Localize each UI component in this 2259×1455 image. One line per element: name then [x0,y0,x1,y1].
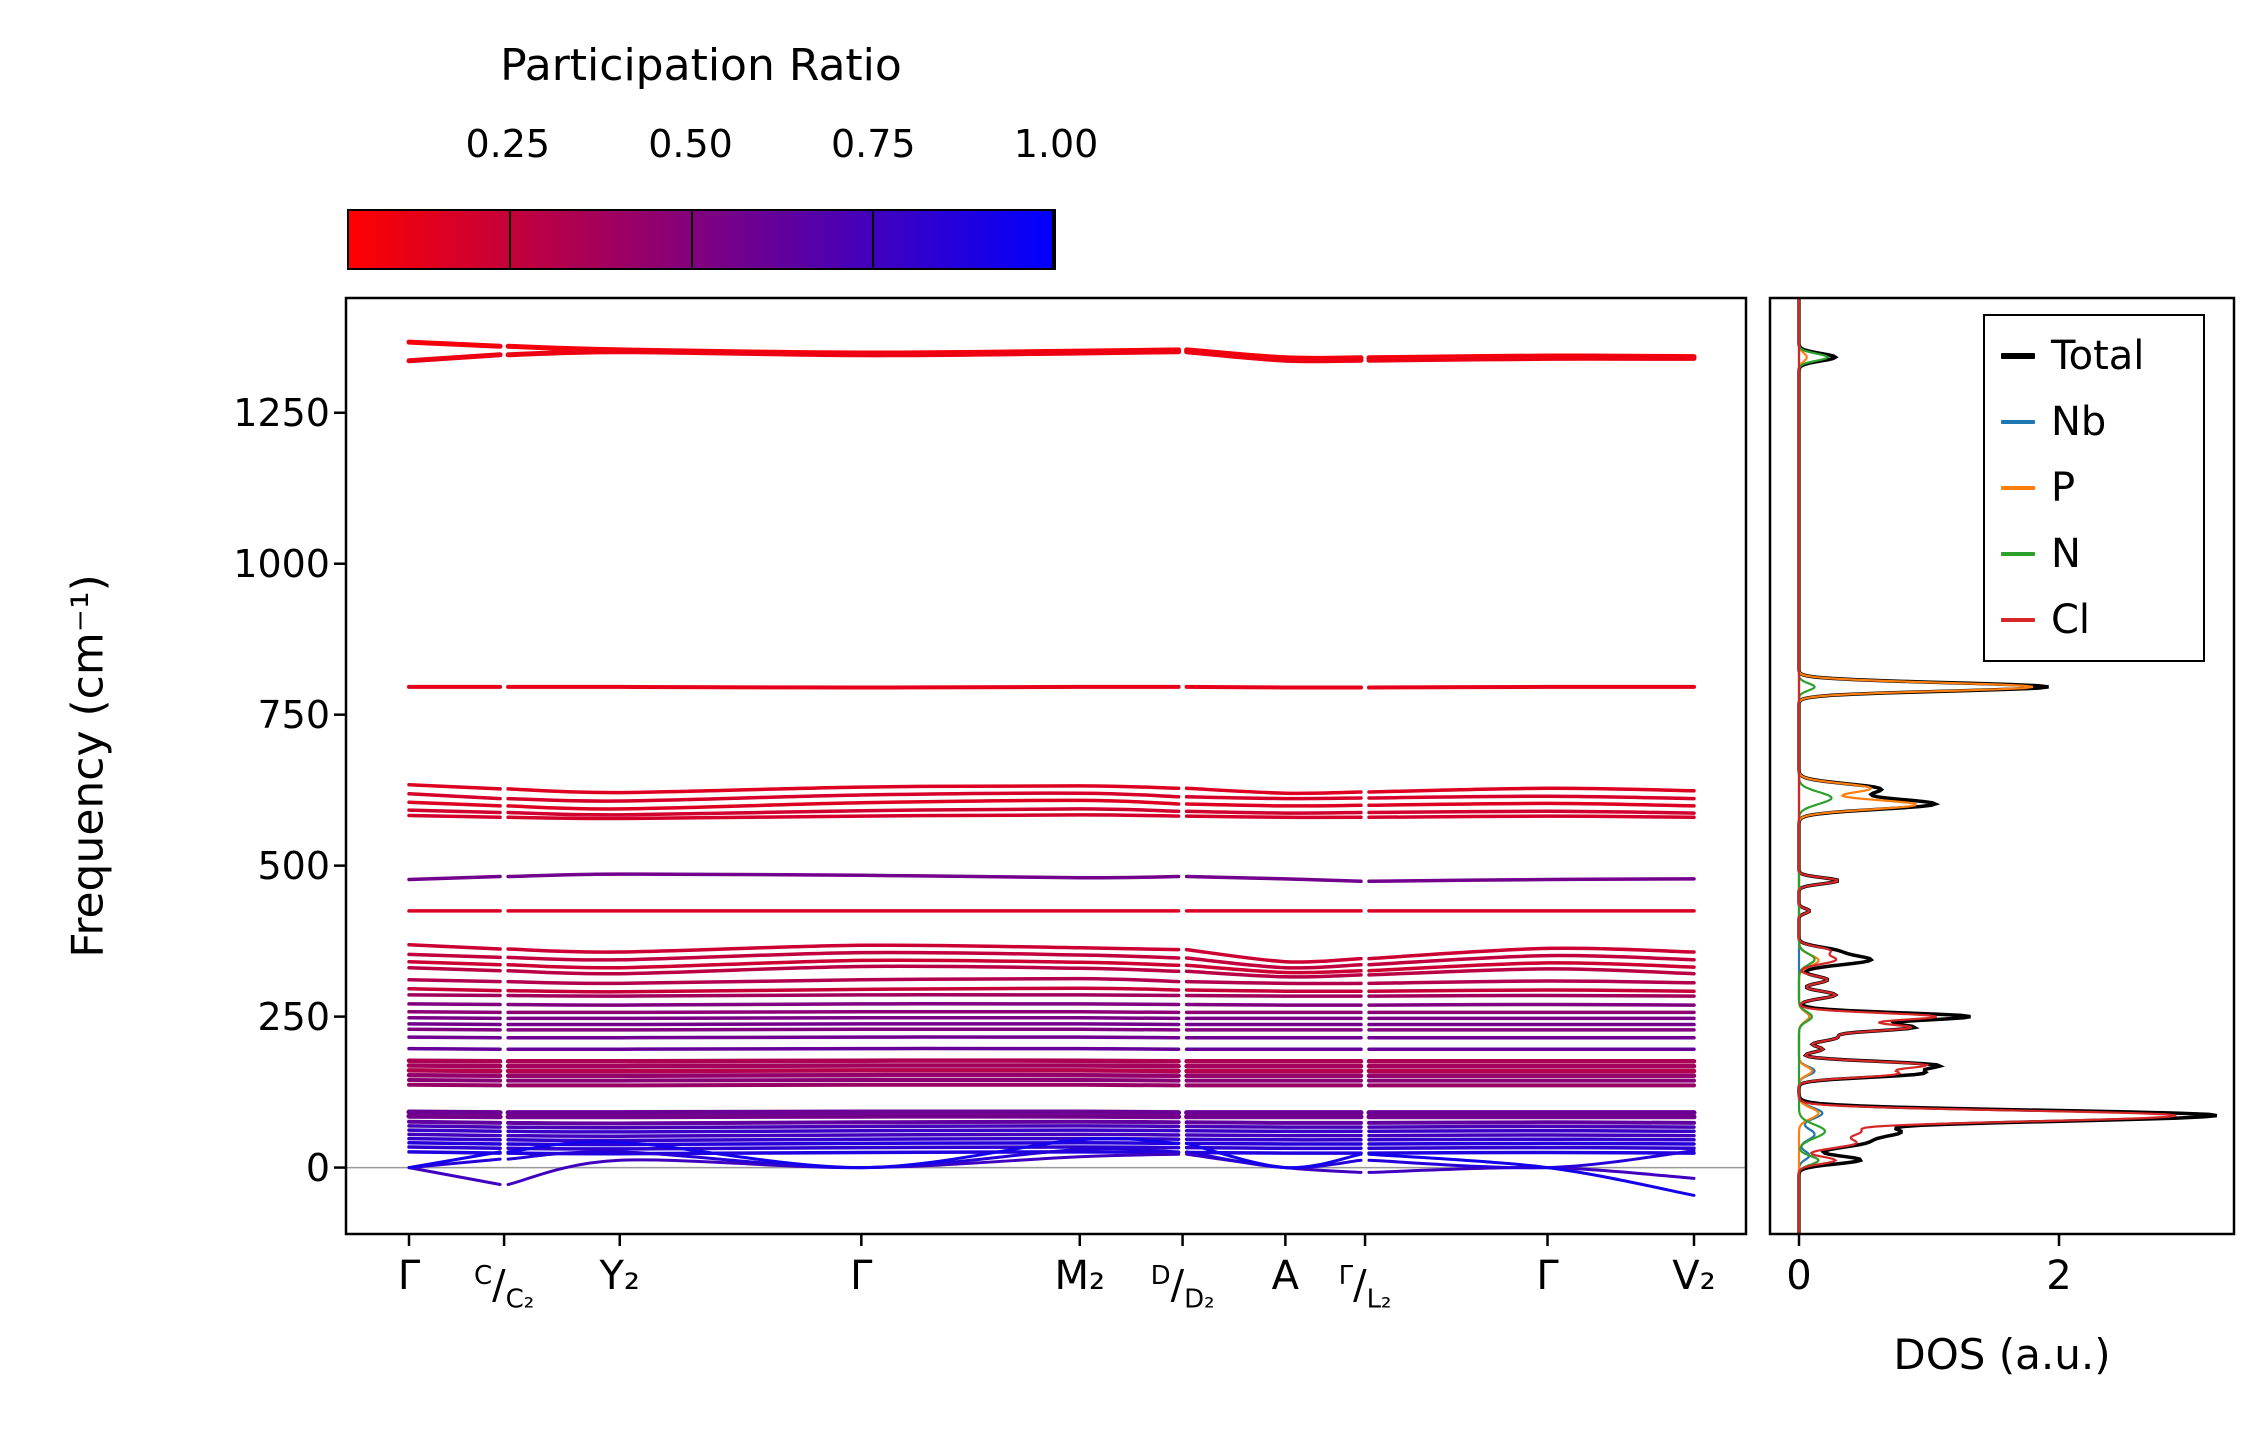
kpoint-label: C/C₂ [473,1261,535,1315]
legend-line-swatch [2001,618,2035,622]
legend-line-swatch [2001,353,2035,359]
legend-label: N [2051,531,2081,577]
legend-item-n: N [2001,528,2187,580]
kpoint-label: M₂ [1054,1253,1106,1299]
legend-label: Total [2051,333,2145,379]
legend-label: P [2051,465,2076,511]
y-tick-label: 0 [305,1145,330,1190]
colorbar-gradient [347,209,1056,270]
y-axis-label: Frequency (cm⁻¹) [62,574,114,958]
legend-item-p: P [2001,462,2187,514]
legend-label: Cl [2051,597,2091,643]
colorbar-tick-mark [1051,211,1054,268]
legend-label: Nb [2051,399,2107,445]
dos-tick-label: 2 [2046,1253,2072,1299]
colorbar-tick-label: 0.75 [830,122,916,166]
kpoint-label: Γ [397,1253,421,1299]
legend-line-swatch [2001,420,2035,424]
legend: Total Nb P N Cl [1983,314,2205,662]
kpoint-label: Γ/L₂ [1338,1261,1392,1315]
legend-line-swatch [2001,486,2035,490]
kpoint-label: Γ [850,1253,873,1299]
kpoint-label: V₂ [1672,1253,1716,1299]
dos-tick-label: 0 [1786,1253,1812,1299]
kpoint-label: D/D₂ [1150,1261,1215,1315]
kpoint-label: Y₂ [599,1253,640,1299]
legend-item-nb: Nb [2001,396,2187,448]
colorbar-tick-label: 1.00 [1013,122,1099,166]
dos-axis-label: DOS (a.u.) [1893,1330,2111,1379]
colorbar-tick-mark [508,211,511,268]
legend-line-swatch [2001,552,2035,556]
colorbar-tick-mark [872,211,875,268]
kpoint-label: A [1271,1253,1300,1299]
legend-item-total: Total [2001,330,2187,382]
y-tick-label: 1000 [233,541,330,586]
colorbar-tick-mark [690,211,693,268]
colorbar-title: Participation Ratio [500,40,902,91]
y-tick-label: 750 [257,692,330,737]
y-tick-label: 500 [257,843,330,888]
y-tick-label: 250 [257,994,330,1039]
colorbar-tick-label: 0.50 [648,122,733,166]
colorbar-tick-label: 0.25 [465,122,551,166]
y-tick-label: 1250 [233,390,330,435]
kpoint-label: Γ [1536,1253,1559,1299]
legend-item-cl: Cl [2001,594,2187,646]
